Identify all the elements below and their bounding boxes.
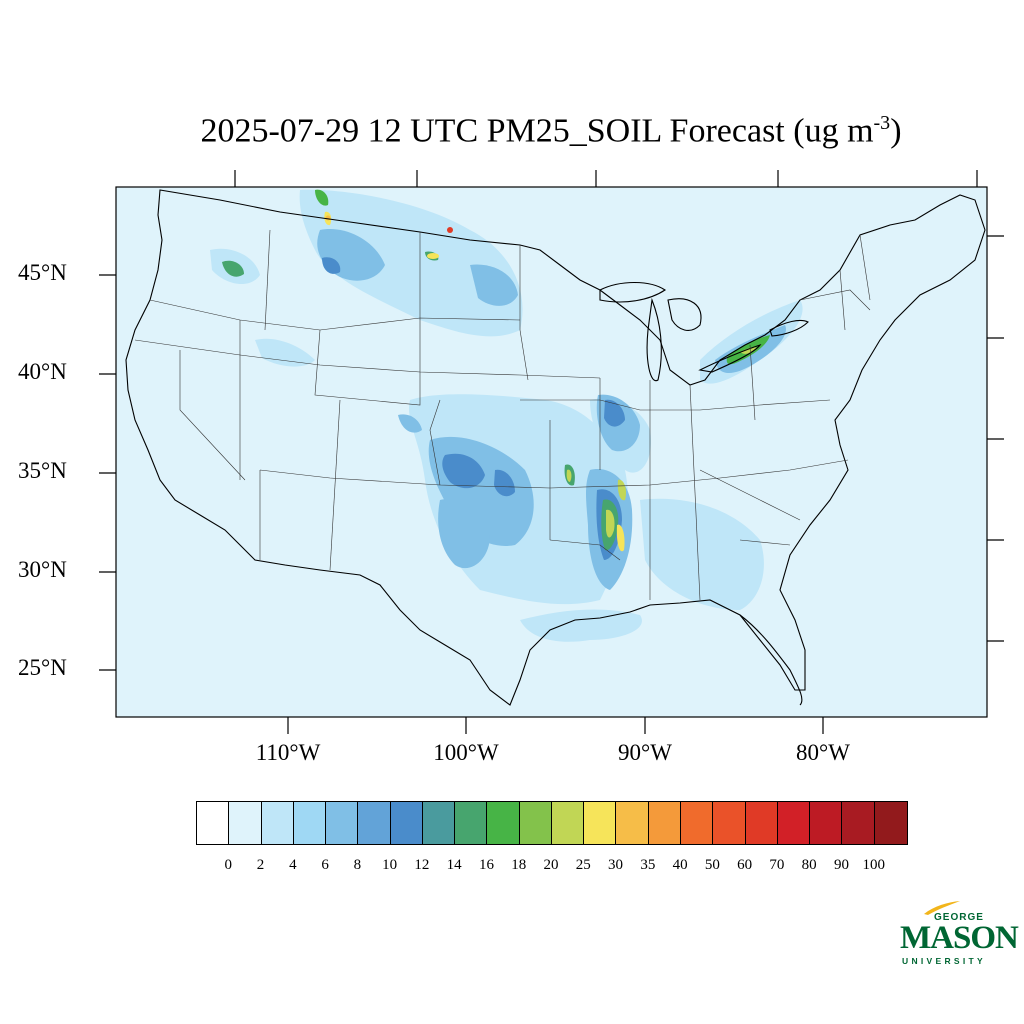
colorbar-tick-label: 18 xyxy=(511,857,527,873)
colorbar-swatch xyxy=(261,802,294,844)
lat-label-45: 45°N xyxy=(18,260,67,285)
colorbar-tick-label: 70 xyxy=(769,857,785,873)
colorbar-tick-label: 25 xyxy=(575,857,591,873)
colorbar-tick-label: 80 xyxy=(801,857,817,873)
colorbar-swatch xyxy=(777,802,811,844)
contour-nd-red xyxy=(447,227,453,233)
contour-nd-green xyxy=(315,189,329,206)
lon-label-80: 80°W xyxy=(796,740,850,765)
map-title-exponent: -3 xyxy=(873,112,891,134)
lat-label-25: 25°N xyxy=(18,655,67,680)
colorbar-tick-label: 100 xyxy=(862,857,885,873)
colorbar-swatch xyxy=(358,802,391,844)
contour-mt-orange xyxy=(325,215,331,221)
coastline xyxy=(125,189,986,706)
colorbar-tick-label: 40 xyxy=(672,857,688,873)
colorbar-tick-label: 2 xyxy=(256,857,265,873)
contour-ks-mid xyxy=(398,414,422,433)
colorbar-swatch xyxy=(680,802,714,844)
contour-north-plains-light xyxy=(299,189,523,337)
contour-gulf-light xyxy=(520,609,642,642)
contour-nd-yellow xyxy=(427,253,439,259)
colorbar-tick-label: 50 xyxy=(704,857,720,873)
colorbar-swatch xyxy=(487,802,520,844)
colorbar-swatch xyxy=(551,802,585,844)
map-frame xyxy=(115,186,988,718)
colorbar-tick-label: 90 xyxy=(833,857,849,873)
map-title-close: ) xyxy=(890,112,902,150)
colorbar-tick-label: 4 xyxy=(289,857,297,873)
contour-idaho-light xyxy=(255,338,315,367)
contour-ar-yellow xyxy=(566,469,572,482)
state-borders xyxy=(134,229,871,601)
lat-label-40: 40°N xyxy=(18,359,67,384)
contour-la-yellow xyxy=(617,479,627,501)
contour-southeast-light xyxy=(640,498,764,610)
logo-university: UNIVERSITY xyxy=(902,956,987,966)
colorbar-tick-label: 12 xyxy=(414,857,430,873)
logo-george: GEORGE xyxy=(934,912,984,923)
contour-tx-mid xyxy=(438,499,490,569)
colorbar xyxy=(196,801,908,845)
colorbar-swatch xyxy=(713,802,746,844)
colorbar-swatch xyxy=(229,802,262,844)
lon-label-110: 110°W xyxy=(255,740,321,765)
contour-mt-dark xyxy=(322,257,341,274)
colorbar-swatch xyxy=(616,802,649,844)
colorbar-swatch xyxy=(842,802,875,844)
colorbar-swatch xyxy=(455,802,488,844)
colorbar-swatch xyxy=(519,802,552,844)
colorbar-tick-label: 60 xyxy=(737,857,753,873)
map-title: 2025-07-29 12 UTC PM25_SOIL Forecast (ug… xyxy=(115,112,987,150)
colorbar-swatch xyxy=(197,802,230,844)
colorbar-swatch xyxy=(390,802,423,844)
contour-mo-dark xyxy=(604,399,625,427)
map-title-text: 2025-07-29 12 UTC PM25_SOIL Forecast (ug… xyxy=(200,112,874,150)
colorbar-tick-label: 6 xyxy=(321,857,329,873)
colorbar-tick-label: 20 xyxy=(543,857,559,873)
contour-ok-dark xyxy=(442,453,485,489)
contour-ms-yellow2 xyxy=(616,524,625,552)
colorbar-labels: 0 2 4 6 8 10 12 14 16 18 20 25 30 35 40 50 60 70 80 90 100 xyxy=(196,857,908,877)
colorbar-tick-label: 10 xyxy=(382,857,398,873)
gmu-logo: GEORGE MASON UNIVERSITY xyxy=(896,900,1019,970)
logo-swoosh-icon xyxy=(924,901,960,915)
colorbar-swatch xyxy=(326,802,359,844)
colorbar-swatch xyxy=(874,802,907,844)
colorbar-swatch xyxy=(745,802,778,844)
colorbar-swatch xyxy=(293,802,327,844)
map-ticks xyxy=(99,170,1004,734)
colorbar-swatch xyxy=(648,802,681,844)
colorbar-tick-label: 30 xyxy=(608,857,624,873)
contour-ms-yellow xyxy=(606,509,615,538)
lat-label-30: 30°N xyxy=(18,557,67,582)
contour-wa-green xyxy=(222,260,244,277)
colorbar-swatch xyxy=(422,802,456,844)
colorbar-tick-label: 8 xyxy=(353,857,362,873)
lat-label-35: 35°N xyxy=(18,458,67,483)
colorbar-swatch xyxy=(810,802,843,844)
colorbar-tick-label: 14 xyxy=(446,857,462,873)
logo-mason: MASON xyxy=(900,920,1019,956)
colorbar-tick-label: 16 xyxy=(478,857,494,873)
contour-sd-mid xyxy=(470,264,518,306)
colorbar-tick-label: 35 xyxy=(640,857,656,873)
colorbar-tick-label: 0 xyxy=(224,857,233,873)
lon-label-90: 90°W xyxy=(618,740,672,765)
lon-label-100: 100°W xyxy=(433,740,499,765)
contour-ok2-dark xyxy=(494,469,515,497)
contour-pa-yellow xyxy=(740,347,757,354)
pm25-contours xyxy=(210,189,803,642)
colorbar-swatch xyxy=(584,802,617,844)
